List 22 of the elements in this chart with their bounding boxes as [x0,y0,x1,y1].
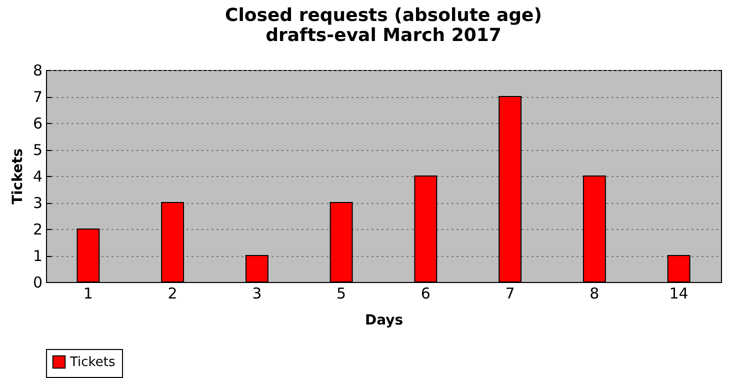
y-tick-label: 6 [32,114,42,132]
y-axis-title: Tickets [10,148,26,205]
y-tick-label: 2 [32,220,42,238]
y-tick-label: 8 [32,62,42,80]
x-tick-label: 1 [83,284,93,302]
x-tick-label: 14 [669,284,688,302]
legend-label: Tickets [69,355,116,370]
y-tick-label: 1 [32,247,42,265]
x-tick-label: 7 [505,284,515,302]
y-tick-label: 3 [32,194,42,212]
x-axis-title: Days [364,312,404,328]
x-tick-label: 6 [420,284,430,302]
chart-title: Closed requests (absolute age) [225,5,542,26]
y-tick-label: 0 [32,274,42,292]
x-tick-label: 2 [168,284,178,302]
y-tick-label: 5 [32,141,42,159]
chart-subtitle: drafts-eval March 2017 [266,25,502,46]
x-tick-label: 8 [590,284,600,302]
x-tick-label: 3 [252,284,262,302]
x-tick-label: 5 [336,284,346,302]
y-tick-label: 7 [32,88,42,106]
y-tick-label: 4 [32,168,42,186]
